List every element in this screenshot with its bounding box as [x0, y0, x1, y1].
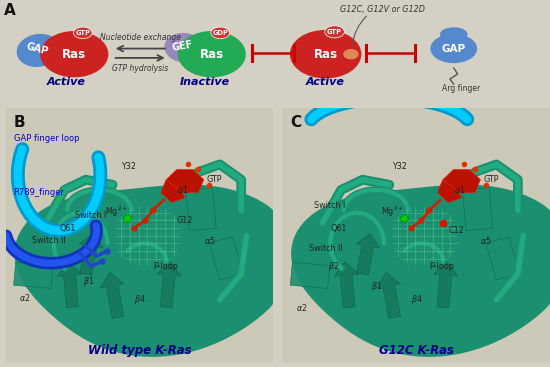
Text: GAP finger loop: GAP finger loop — [14, 134, 79, 143]
Text: Wild type K-Ras: Wild type K-Ras — [87, 344, 191, 357]
Polygon shape — [14, 262, 53, 288]
Text: C12: C12 — [448, 226, 464, 235]
Text: Ras: Ras — [314, 48, 338, 61]
Polygon shape — [79, 234, 103, 275]
Polygon shape — [157, 261, 181, 308]
Text: $\alpha$2: $\alpha$2 — [295, 302, 307, 313]
Text: R789_finger: R789_finger — [14, 188, 64, 197]
Polygon shape — [100, 272, 124, 319]
Polygon shape — [186, 188, 216, 230]
Text: Arg finger: Arg finger — [442, 84, 480, 94]
FancyBboxPatch shape — [6, 108, 273, 363]
Polygon shape — [161, 180, 185, 203]
Text: $\alpha$5: $\alpha$5 — [204, 235, 216, 246]
Text: Switch I: Switch I — [314, 201, 345, 210]
Text: B: B — [14, 115, 25, 130]
Text: GAP: GAP — [25, 41, 50, 57]
Text: $\beta$4: $\beta$4 — [411, 293, 422, 306]
Ellipse shape — [440, 27, 467, 41]
Text: GEF: GEF — [171, 40, 194, 54]
Text: GTP: GTP — [206, 175, 222, 184]
Text: $\alpha$2: $\alpha$2 — [19, 291, 30, 302]
Polygon shape — [434, 261, 458, 308]
Text: $\alpha$5: $\alpha$5 — [480, 235, 492, 246]
Ellipse shape — [178, 31, 246, 77]
Text: Active: Active — [306, 77, 345, 87]
Text: G12C K-Ras: G12C K-Ras — [378, 344, 454, 357]
Text: $\beta$4: $\beta$4 — [134, 293, 146, 306]
Text: GTP: GTP — [483, 175, 498, 184]
Polygon shape — [58, 261, 81, 308]
Text: Switch II: Switch II — [309, 244, 343, 253]
Polygon shape — [443, 170, 480, 192]
Text: GAP: GAP — [442, 44, 466, 54]
Polygon shape — [356, 234, 380, 275]
Polygon shape — [290, 262, 329, 288]
Ellipse shape — [290, 30, 361, 79]
Text: Ras: Ras — [200, 48, 224, 61]
Ellipse shape — [40, 31, 108, 77]
Polygon shape — [209, 237, 243, 280]
Ellipse shape — [16, 34, 60, 67]
Text: $\beta$2: $\beta$2 — [328, 260, 339, 273]
Polygon shape — [14, 185, 273, 357]
Text: A: A — [4, 3, 16, 18]
Polygon shape — [291, 185, 550, 357]
Text: $\beta$1: $\beta$1 — [371, 280, 382, 293]
Text: GTP hydrolysis: GTP hydrolysis — [112, 63, 168, 73]
Text: Switch I: Switch I — [75, 211, 106, 220]
Text: GTP: GTP — [75, 30, 90, 36]
Text: Mg$^{2+}$: Mg$^{2+}$ — [381, 204, 404, 219]
Text: Q61: Q61 — [331, 224, 346, 233]
Text: Y32: Y32 — [392, 163, 407, 171]
Text: Switch II: Switch II — [32, 236, 66, 246]
Text: Q61: Q61 — [59, 224, 75, 233]
Text: GDP: GDP — [212, 30, 228, 36]
Polygon shape — [437, 180, 461, 203]
Text: Mg$^{2+}$: Mg$^{2+}$ — [104, 204, 128, 219]
Text: Inactive: Inactive — [179, 77, 230, 87]
Text: G12C, G12V or G12D: G12C, G12V or G12D — [340, 5, 425, 14]
Text: G12: G12 — [177, 216, 193, 225]
Ellipse shape — [211, 27, 230, 39]
Text: GTP: GTP — [327, 29, 342, 35]
Text: $\alpha$1: $\alpha$1 — [454, 184, 465, 195]
Ellipse shape — [73, 27, 92, 39]
Text: Y32: Y32 — [120, 163, 135, 171]
Polygon shape — [486, 237, 520, 280]
Text: Nucleotide exchange: Nucleotide exchange — [100, 33, 181, 42]
Polygon shape — [166, 170, 204, 192]
Text: $\alpha$1: $\alpha$1 — [177, 184, 189, 195]
Text: Active: Active — [47, 77, 85, 87]
FancyBboxPatch shape — [282, 108, 550, 363]
Polygon shape — [377, 272, 400, 319]
Ellipse shape — [164, 33, 204, 63]
Text: P-loop: P-loop — [153, 262, 178, 271]
Polygon shape — [334, 261, 358, 308]
Ellipse shape — [324, 26, 344, 38]
Polygon shape — [463, 188, 493, 230]
Text: C: C — [290, 115, 301, 130]
Text: P-loop: P-loop — [430, 262, 454, 271]
Ellipse shape — [343, 49, 359, 59]
Text: $\beta$1: $\beta$1 — [83, 275, 95, 288]
Ellipse shape — [430, 34, 477, 63]
Text: Ras: Ras — [62, 48, 86, 61]
